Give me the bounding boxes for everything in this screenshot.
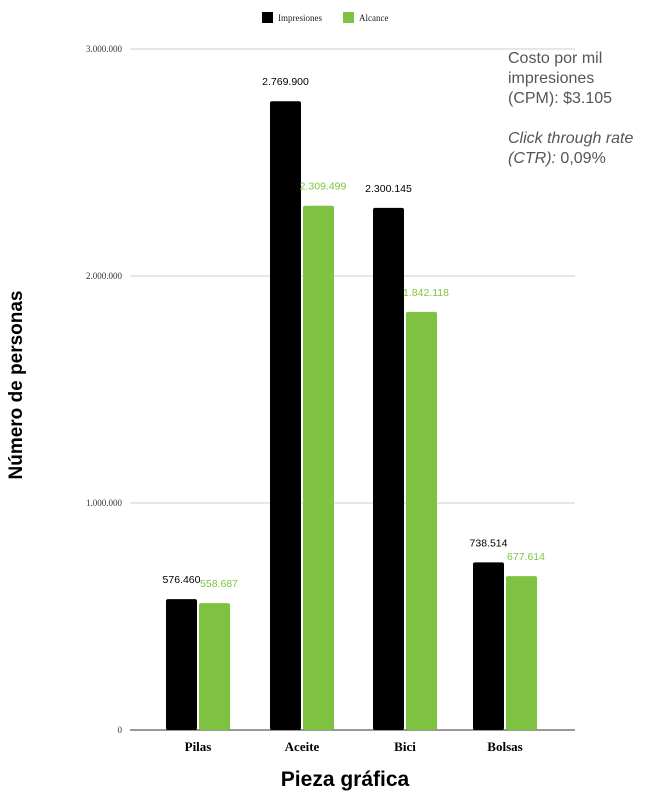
bar-alcance-bolsas [506,576,537,730]
bar-alcance-bici [406,311,437,730]
data-label-impresiones: 576.460 [163,574,201,586]
y-tick-label: 0 [118,725,123,735]
y-tick-label: 2.000.000 [86,271,123,281]
bar-alcance-aceite [303,205,334,731]
bar-alcance-pilas [199,603,230,730]
x-tick-labels: Pilas Aceite Bici Bolsas [185,739,523,754]
data-label-impresiones: 738.514 [470,537,508,549]
bars [166,101,537,731]
legend-label: Alcance [359,13,388,23]
bar-impresiones-pilas [166,599,197,730]
cpm-text: Costo por mil impresiones (CPM): $3.105 [508,50,613,107]
data-label-impresiones: 2.300.145 [365,183,412,195]
y-axis-title: Número de personas [6,291,27,480]
bar-impresiones-bolsas [473,562,504,730]
data-label-alcance: 1.842.118 [403,287,449,299]
x-tick-label: Pilas [185,739,212,754]
data-label-alcance: 558.687 [200,578,238,590]
bar-impresiones-aceite [270,101,301,731]
ctr-label: Click through rate (CTR): [508,130,634,167]
legend-swatch [262,12,273,23]
data-label-impresiones: 2.769.900 [262,76,309,88]
legend-swatch [343,12,354,23]
bar-impresiones-bici [373,207,404,731]
x-tick-label: Bici [394,739,416,754]
x-tick-label: Aceite [285,739,320,754]
data-label-alcance: 2.309.499 [300,181,347,193]
x-tick-label: Bolsas [487,739,522,754]
value-labels: 576.460 558.687 2.769.900 2.309.499 2.300.14… [163,76,546,590]
y-tick-label: 3.000.000 [86,44,123,54]
y-tick-labels: 0 1.000.000 2.000.000 3.000.000 [86,44,123,735]
legend-label: Impresiones [278,13,322,23]
x-axis-title: Pieza gráfica [281,768,410,791]
ctr-text: Click through rate (CTR): 0,09% [508,129,648,169]
metrics-annotation: Costo por mil impresiones (CPM): $3.105 … [508,49,648,169]
data-label-alcance: 677.614 [507,551,545,563]
y-tick-label: 1.000.000 [86,498,123,508]
legend: Impresiones Alcance [262,12,388,23]
ctr-value: 0,09% [555,150,606,167]
